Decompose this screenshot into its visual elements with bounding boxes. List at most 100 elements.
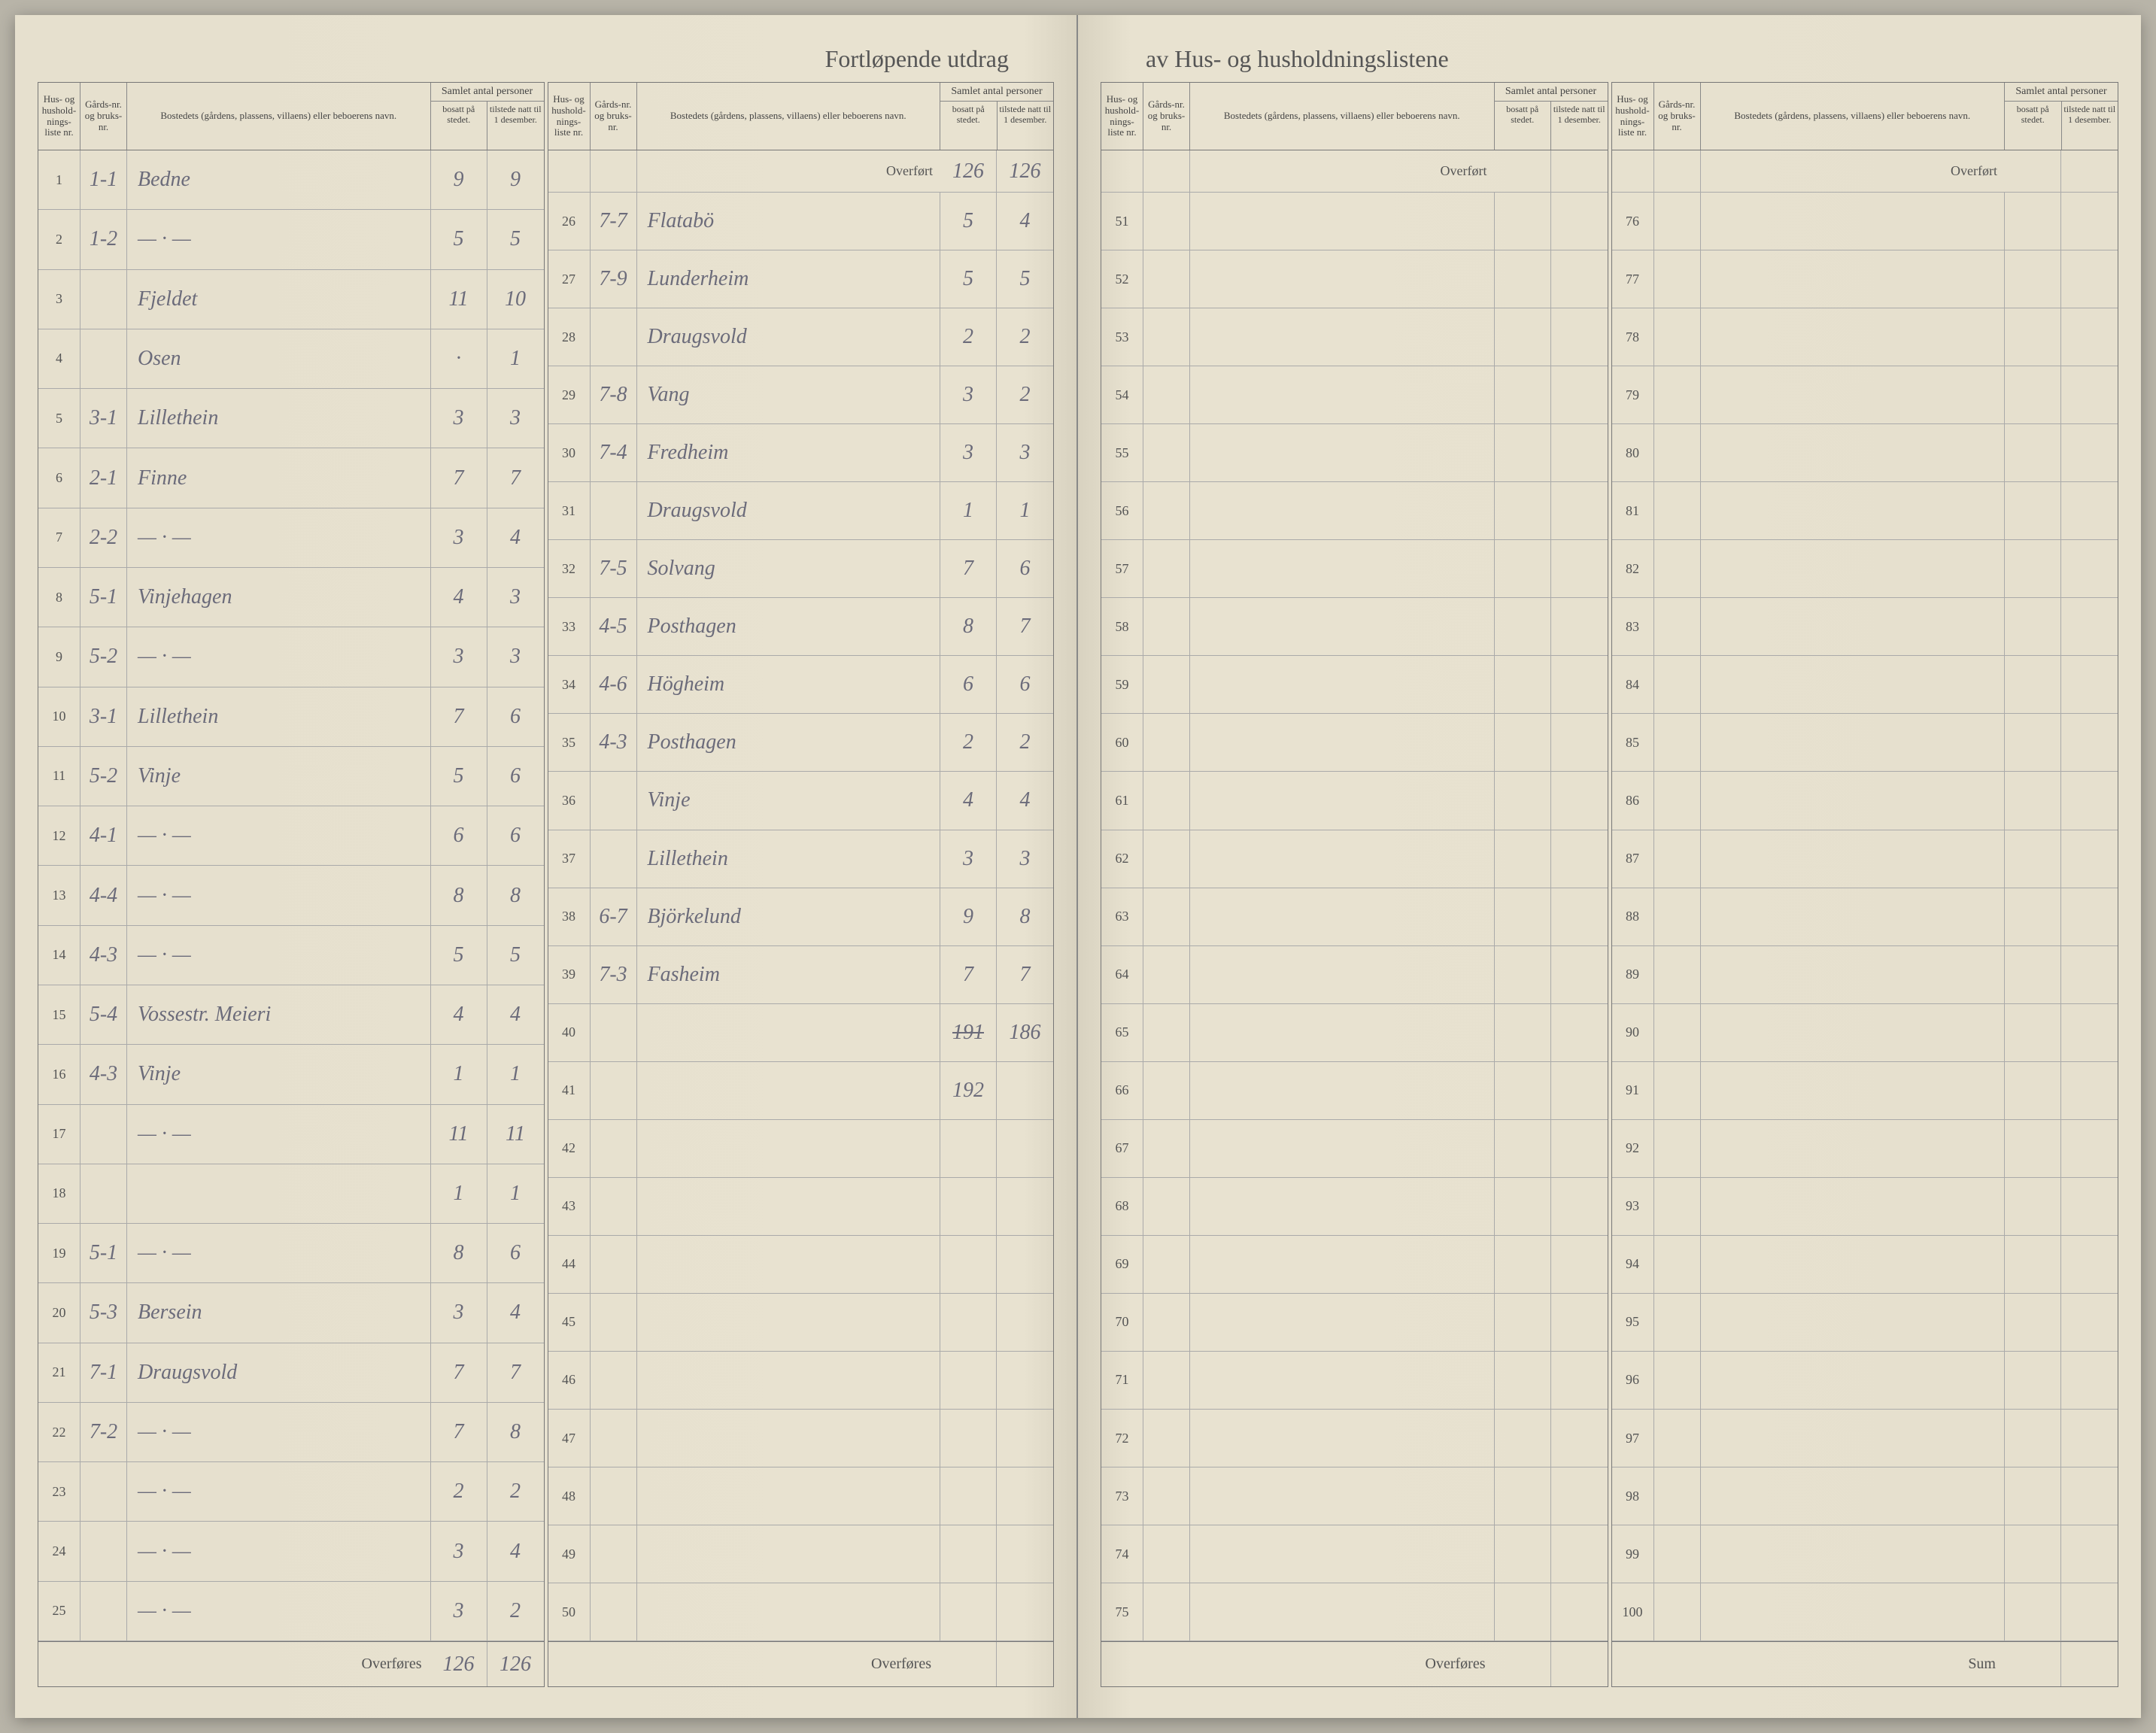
footer-row: Overføres126126 (38, 1641, 544, 1686)
cell-gaard-nr (591, 1004, 637, 1061)
table-row: 54 (1101, 366, 1608, 424)
cell-tilstede (2061, 598, 2118, 655)
cell-tilstede (1551, 1004, 1608, 1061)
overfort-label: Overført (1701, 163, 2006, 179)
cell-bosatt (2005, 1062, 2061, 1119)
table-row: 74 (1101, 1525, 1608, 1583)
footer-row: Overføres (548, 1641, 1054, 1686)
cell-liste-nr: 85 (1612, 714, 1654, 771)
cell-bosted-navn (1190, 540, 1495, 597)
cell-gaard-nr (591, 1410, 637, 1467)
cell-tilstede: 6 (997, 656, 1053, 713)
cell-gaard-nr (1143, 540, 1190, 597)
th-tilstede: tilstede natt til 1 desember. (487, 102, 544, 150)
table-row: 195-1— · —86 (38, 1224, 544, 1283)
table-row: 95-2— · —33 (38, 627, 544, 687)
cell-liste-nr: 74 (1101, 1525, 1143, 1583)
cell-gaard-nr (1654, 1583, 1701, 1640)
table-row: 31Draugsvold11 (548, 482, 1054, 540)
cell-gaard-nr (1143, 830, 1190, 888)
table-row: 98 (1612, 1467, 2118, 1525)
cell-tilstede: 126 (487, 1642, 544, 1686)
table-row: 227-2— · —78 (38, 1403, 544, 1462)
cell-tilstede (1551, 946, 1608, 1003)
cell-bosatt (940, 1178, 997, 1235)
cell-bosted-navn (1701, 714, 2006, 771)
cell-gaard-nr (591, 482, 637, 539)
cell-gaard-nr (591, 1467, 637, 1525)
cell-gaard-nr (1143, 1410, 1190, 1467)
cell-bosted-navn (637, 1525, 941, 1583)
overfort-row: Overført (1612, 150, 2118, 193)
th-samlet-label: Samlet antal personer (2005, 83, 2118, 102)
cell-tilstede (997, 1410, 1053, 1467)
cell-bosted-navn (1701, 946, 2006, 1003)
table-row: 92 (1612, 1120, 2118, 1178)
cell-liste-nr: 15 (38, 985, 80, 1044)
cell-tilstede (1551, 193, 1608, 250)
table-row: 52 (1101, 250, 1608, 308)
table-row: 90 (1612, 1004, 2118, 1062)
cell-gaard-nr (591, 1525, 637, 1583)
cell-liste-nr: 73 (1101, 1467, 1143, 1525)
footer-row: Sum (1612, 1641, 2118, 1686)
cell-liste-nr: 54 (1101, 366, 1143, 423)
cell-liste-nr: 28 (548, 308, 591, 366)
cell-tilstede (1551, 772, 1608, 829)
cell-bosted-navn (1190, 193, 1495, 250)
cell-gaard-nr: 1-1 (80, 150, 127, 209)
th-samlet: Samlet antal personer bosatt på stedet. … (940, 83, 1053, 150)
cell-tilstede: 10 (487, 270, 544, 329)
table-row: 80 (1612, 424, 2118, 482)
cell-tilstede: 7 (487, 448, 544, 507)
table-row: 62 (1101, 830, 1608, 888)
cell-bosatt: 7 (431, 1403, 487, 1461)
cell-bosatt (1495, 1120, 1551, 1177)
cell-tilstede (1551, 714, 1608, 771)
th-bosatt: bosatt på stedet. (431, 102, 488, 150)
cell-tilstede (2061, 830, 2118, 888)
cell-liste-nr: 89 (1612, 946, 1654, 1003)
cell-bosatt (1495, 946, 1551, 1003)
cell-gaard-nr (80, 329, 127, 388)
cell-bosted-navn (1701, 1120, 2006, 1177)
cell-gaard-nr (591, 1236, 637, 1293)
page-left: Fortløpende utdrag Hus- og hushold-nings… (15, 15, 1078, 1718)
cell-liste-nr: 38 (548, 888, 591, 945)
cell-liste-nr: 3 (38, 270, 80, 329)
cell-bosted-navn (1190, 1294, 1495, 1351)
cell-gaard-nr (1654, 1120, 1701, 1177)
table-row: 75 (1101, 1583, 1608, 1641)
cell-bosatt (2005, 1004, 2061, 1061)
cell-liste-nr: 33 (548, 598, 591, 655)
cell-tilstede: 11 (487, 1105, 544, 1164)
cell-bosted-navn: Vinje (127, 747, 431, 806)
cell-bosted-navn: Vinje (127, 1045, 431, 1103)
cell-bosted-navn: — · — (127, 1403, 431, 1461)
th-gnr: Gårds-nr. og bruks-nr. (1654, 83, 1701, 150)
cell-tilstede: 2 (487, 1582, 544, 1640)
cell-tilstede (997, 1294, 1053, 1351)
cell-gaard-nr (1143, 888, 1190, 945)
cell-bosatt (1495, 1583, 1551, 1640)
cell-bosted-navn: Lillethein (127, 687, 431, 746)
cell-bosted-navn: Bedne (127, 150, 431, 209)
table-row: 327-5Solvang76 (548, 540, 1054, 598)
cell-gaard-nr (1654, 1294, 1701, 1351)
cell-liste-nr: 10 (38, 687, 80, 746)
cell-bosatt: 1 (431, 1164, 487, 1223)
table-row: 57 (1101, 540, 1608, 598)
table-row: 37Lillethein33 (548, 830, 1054, 888)
cell-gaard-nr: 5-3 (80, 1283, 127, 1342)
cell-bosted-navn (1190, 830, 1495, 888)
cell-liste-nr: 32 (548, 540, 591, 597)
footer-label: Overføres (38, 1656, 431, 1673)
cell-liste-nr: 5 (38, 389, 80, 448)
cell-bosted-navn (1701, 1178, 2006, 1235)
cell-bosted-navn (637, 1352, 941, 1409)
table-row: 1811 (38, 1164, 544, 1224)
cell-tilstede: 6 (997, 540, 1053, 597)
table-row: 43 (548, 1178, 1054, 1236)
cell-bosatt (1495, 308, 1551, 366)
cell-bosted-navn (1701, 1352, 2006, 1409)
